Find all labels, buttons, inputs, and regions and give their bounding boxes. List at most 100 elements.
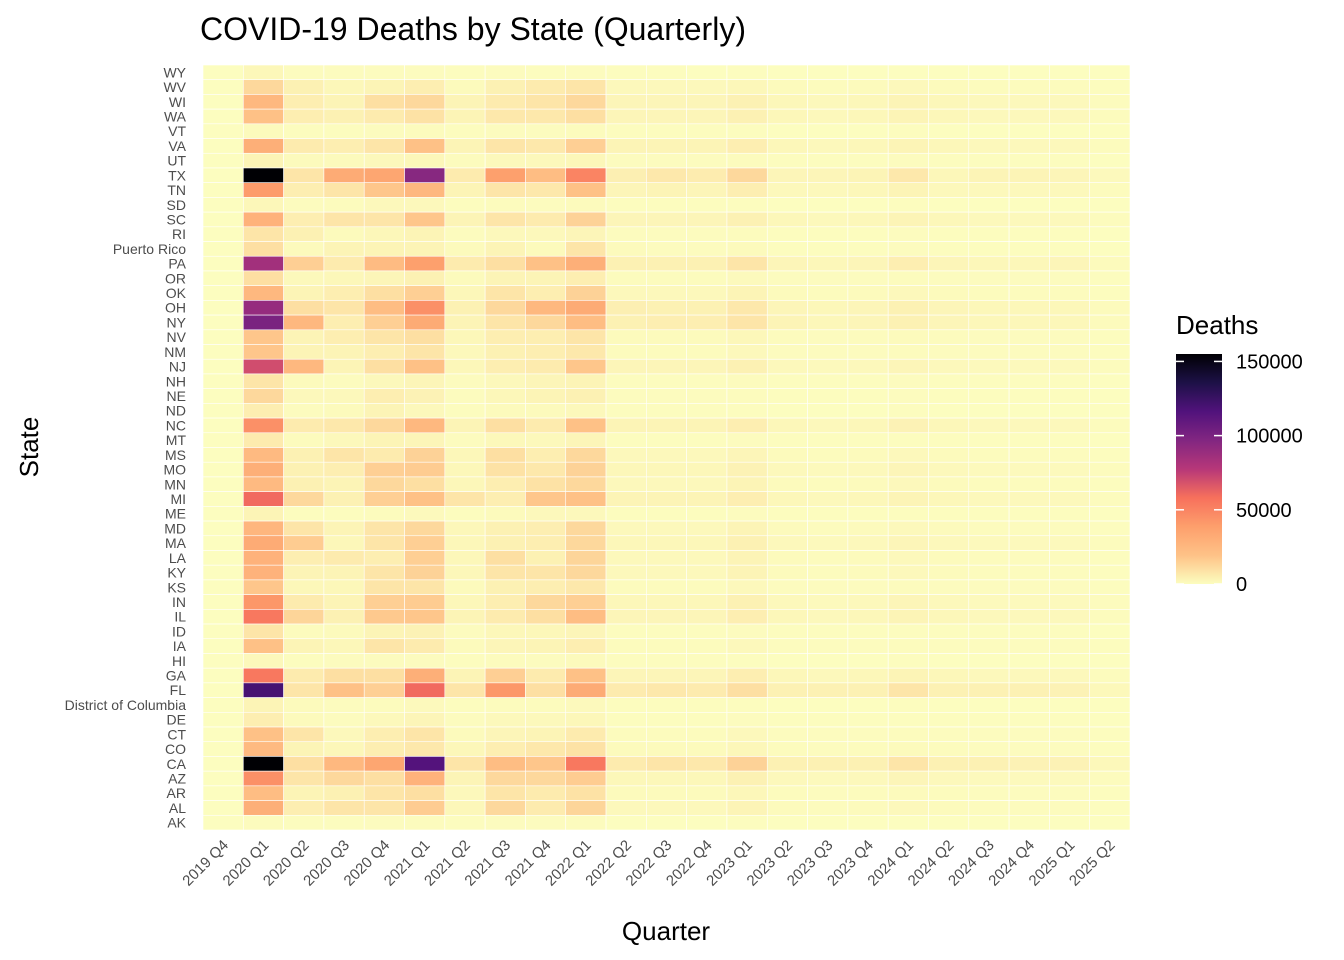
heatmap-cell: [766, 285, 808, 301]
heatmap-cell: [847, 64, 889, 81]
heatmap-cell: [726, 152, 768, 169]
heatmap-cell: [766, 197, 808, 213]
y-tick-label: Puerto Rico: [113, 241, 186, 257]
heatmap-cell: [363, 726, 405, 743]
heatmap-cell: [525, 491, 567, 507]
heatmap-cell: [847, 667, 889, 684]
heatmap-cell: [766, 579, 808, 595]
heatmap-cell: [686, 344, 728, 360]
heatmap-cell: [968, 564, 1010, 581]
legend-tick-label: 0: [1236, 574, 1247, 596]
y-tick-label: GA: [166, 668, 187, 684]
heatmap-cell: [807, 506, 849, 522]
heatmap-cell: [726, 623, 768, 640]
heatmap-cell: [363, 564, 405, 581]
heatmap-cell: [605, 373, 647, 389]
heatmap-cell: [646, 447, 687, 463]
heatmap-cell: [444, 491, 486, 507]
heatmap-cell: [807, 653, 849, 669]
heatmap-cell: [243, 432, 284, 448]
heatmap-cell: [283, 270, 325, 286]
heatmap-cell: [968, 255, 1010, 272]
y-tick-label: ID: [172, 623, 186, 639]
heatmap-cell: [243, 506, 284, 522]
heatmap-cell: [1049, 726, 1090, 743]
heatmap-cell: [928, 712, 970, 728]
heatmap-cell: [1049, 447, 1090, 463]
color-legend: Deaths 0 50000 100000 150000: [1176, 310, 1303, 596]
heatmap-cell: [202, 241, 244, 257]
heatmap-cell: [202, 373, 244, 389]
heatmap-cell: [363, 344, 405, 360]
heatmap-cell: [1049, 285, 1090, 301]
y-tick-label: VA: [168, 138, 186, 154]
heatmap-cell: [1049, 344, 1090, 360]
heatmap-cell: [1049, 64, 1090, 81]
heatmap-cell: [1008, 623, 1050, 640]
heatmap-cell: [847, 756, 889, 772]
heatmap-cell: [444, 461, 486, 478]
heatmap-cell: [1089, 123, 1131, 139]
heatmap-cell: [726, 785, 768, 801]
heatmap-cell: [1008, 770, 1050, 787]
heatmap-cell: [646, 79, 687, 95]
heatmap-cell: [202, 123, 244, 139]
heatmap-cell: [686, 285, 728, 301]
heatmap-cell: [1089, 491, 1131, 507]
heatmap-cell: [1049, 506, 1090, 522]
heatmap-cell: [686, 520, 728, 537]
heatmap-cell: [323, 255, 365, 272]
heatmap-cell: [404, 800, 446, 816]
heatmap-cell: [928, 94, 970, 110]
y-tick-label: IA: [173, 638, 187, 654]
heatmap-cell: [766, 388, 808, 404]
heatmap-cell: [243, 314, 284, 331]
heatmap-cell: [1089, 726, 1131, 743]
heatmap-cell: [283, 476, 325, 492]
heatmap-cell: [847, 461, 889, 478]
heatmap-cell: [444, 800, 486, 816]
heatmap-cell: [766, 403, 808, 419]
heatmap-cell: [243, 123, 284, 139]
heatmap-cell: [1049, 623, 1090, 640]
heatmap-cell: [968, 697, 1010, 713]
heatmap-cell: [243, 94, 284, 110]
heatmap-cell: [565, 152, 607, 169]
heatmap-cell: [847, 520, 889, 537]
heatmap-cell: [686, 329, 728, 345]
heatmap-cell: [202, 79, 244, 95]
heatmap-cell: [1008, 697, 1050, 713]
heatmap-cell: [968, 226, 1010, 242]
heatmap-cell: [363, 241, 405, 257]
heatmap-cell: [646, 800, 687, 816]
heatmap-cell: [1089, 182, 1131, 198]
heatmap-cell: [968, 667, 1010, 684]
heatmap-cell: [605, 476, 647, 492]
heatmap-cell: [928, 682, 970, 698]
heatmap-cell: [1008, 182, 1050, 198]
heatmap-cell: [202, 447, 244, 463]
heatmap-cell: [686, 667, 728, 684]
heatmap-cell: [1089, 226, 1131, 242]
heatmap-cell: [323, 623, 365, 640]
heatmap-cell: [1089, 432, 1131, 448]
heatmap-cell: [1089, 697, 1131, 713]
heatmap-cell: [202, 329, 244, 345]
heatmap-cell: [1089, 579, 1131, 595]
heatmap-cell: [686, 270, 728, 286]
heatmap-cell: [726, 211, 768, 228]
heatmap-cell: [484, 182, 526, 198]
heatmap-cell: [1089, 329, 1131, 345]
heatmap-cell: [847, 167, 889, 183]
heatmap-cell: [686, 726, 728, 743]
heatmap-cell: [928, 300, 970, 316]
heatmap-cell: [887, 461, 929, 478]
heatmap-cell: [404, 623, 446, 640]
heatmap-cell: [444, 712, 486, 728]
heatmap-cell: [444, 300, 486, 316]
heatmap-cell: [1008, 285, 1050, 301]
heatmap-cell: [847, 785, 889, 801]
heatmap-cell: [726, 550, 768, 566]
